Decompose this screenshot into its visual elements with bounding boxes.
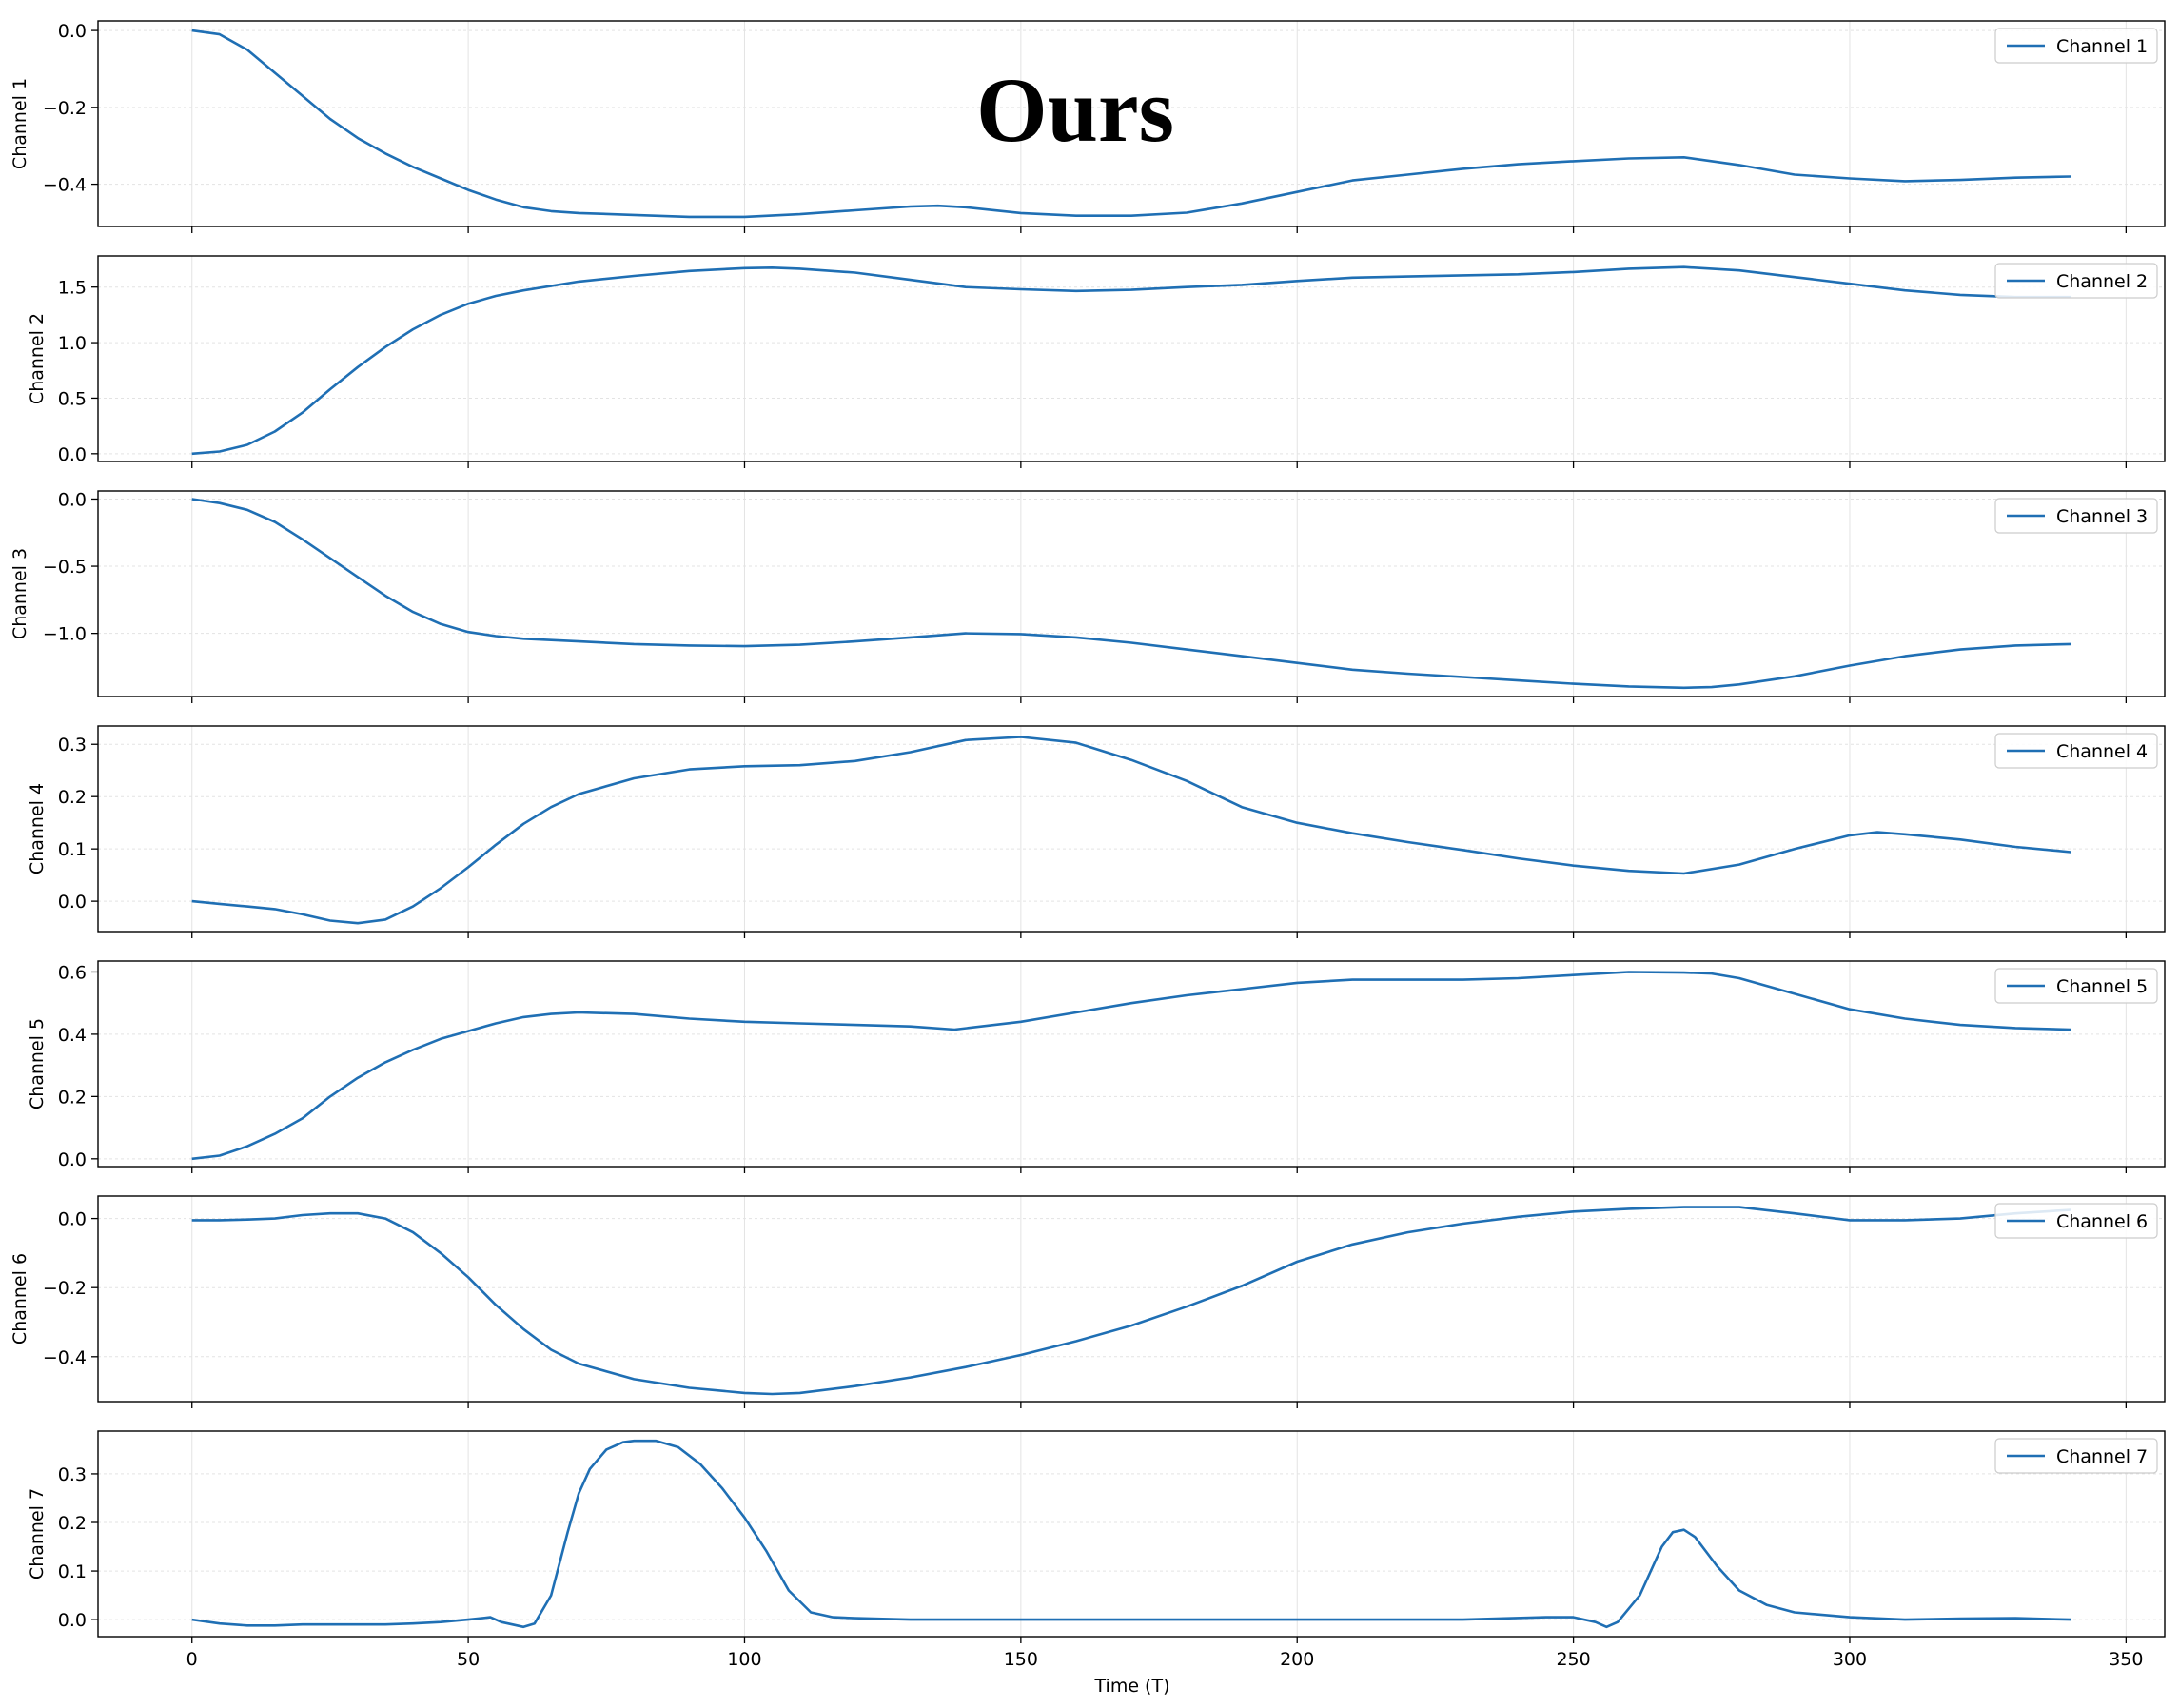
series-line-channel-2 bbox=[191, 265, 2071, 456]
axes-frame bbox=[97, 960, 2166, 1168]
y-tick-label: 0.0 bbox=[58, 1149, 87, 1170]
legend: Channel 4 bbox=[1994, 733, 2158, 769]
y-axis-label: Channel 2 bbox=[27, 313, 48, 404]
y-tick-label: 0.0 bbox=[58, 1610, 87, 1631]
legend-box bbox=[1994, 498, 2158, 534]
axes-frame bbox=[97, 725, 2166, 933]
y-tick-label: 0.1 bbox=[58, 839, 87, 860]
y-tick-label: 0.6 bbox=[58, 962, 87, 983]
legend-entry: Channel 4 bbox=[2056, 741, 2148, 762]
axes-frame bbox=[97, 1430, 2166, 1638]
legend: Channel 5 bbox=[1994, 968, 2158, 1004]
y-tick-label: 0.1 bbox=[58, 1561, 87, 1582]
x-tick-label: 300 bbox=[1833, 1649, 1867, 1670]
panel-channel-1: 0.0 −0.2 −0.4 Channel 1 Channel 1 bbox=[10, 20, 2166, 233]
series-line-channel-6 bbox=[191, 1206, 2071, 1396]
axes-frame bbox=[97, 20, 2166, 227]
y-tick-label: 0.3 bbox=[58, 735, 87, 756]
legend: Channel 2 bbox=[1994, 263, 2158, 299]
legend: Channel 7 bbox=[1994, 1438, 2158, 1474]
x-tick-label: 0 bbox=[186, 1649, 198, 1670]
y-axis-label: Channel 3 bbox=[10, 548, 30, 639]
y-tick-label: 0.0 bbox=[58, 489, 87, 510]
y-tick-label: 1.5 bbox=[58, 278, 87, 299]
x-tick-label: 100 bbox=[727, 1649, 761, 1670]
series-line-channel-3 bbox=[191, 498, 2071, 690]
series-line-channel-7 bbox=[191, 1439, 2071, 1629]
legend-box bbox=[1994, 263, 2158, 299]
legend-entry: Channel 2 bbox=[2056, 271, 2148, 292]
y-axis-label: Channel 6 bbox=[10, 1253, 30, 1345]
series-line-channel-1 bbox=[191, 29, 2071, 219]
series-line-channel-5 bbox=[191, 971, 2071, 1161]
y-axis-label: Channel 7 bbox=[27, 1488, 48, 1580]
series-line-channel-4 bbox=[191, 736, 2071, 925]
panel-channel-4: 0.0 0.1 0.2 0.3 Channel 4 Channel 4 bbox=[27, 725, 2166, 938]
legend-box bbox=[1994, 1203, 2158, 1239]
axes-frame bbox=[97, 1195, 2166, 1403]
y-tick-label: 0.0 bbox=[58, 444, 87, 465]
y-tick-label: −0.2 bbox=[43, 98, 87, 119]
legend-entry: Channel 5 bbox=[2056, 976, 2148, 997]
panel-channel-2: 0.0 0.5 1.0 1.5 Channel 2 Channel 2 bbox=[27, 255, 2166, 468]
y-axis-label: Channel 1 bbox=[10, 78, 30, 169]
panel-channel-6: 0.0 −0.2 −0.4 Channel 6 Channel 6 bbox=[10, 1195, 2166, 1408]
axes-frame bbox=[97, 490, 2166, 697]
legend-entry: Channel 1 bbox=[2056, 36, 2148, 57]
x-tick-label: 150 bbox=[1004, 1649, 1038, 1670]
legend-box bbox=[1994, 1438, 2158, 1474]
axes-frame bbox=[97, 255, 2166, 462]
legend: Channel 6 bbox=[1994, 1203, 2158, 1239]
x-tick-label: 200 bbox=[1280, 1649, 1314, 1670]
legend-entry: Channel 6 bbox=[2056, 1211, 2148, 1232]
y-tick-label: 0.0 bbox=[58, 892, 87, 913]
legend: Channel 1 bbox=[1994, 28, 2158, 64]
y-tick-label: 0.2 bbox=[58, 787, 87, 808]
x-tick-label: 350 bbox=[2109, 1649, 2143, 1670]
y-tick-label: 0.5 bbox=[58, 388, 87, 409]
legend-box bbox=[1994, 28, 2158, 64]
x-axis-label: Time (T) bbox=[1094, 1676, 1170, 1697]
y-tick-label: 0.2 bbox=[58, 1087, 87, 1108]
y-axis-label: Channel 5 bbox=[27, 1018, 48, 1109]
legend-entry: Channel 7 bbox=[2056, 1446, 2148, 1467]
panels: 0.0 −0.2 −0.4 Channel 1 Channel 1 0.0 0.5 1.0 1.… bbox=[10, 20, 2166, 1670]
y-tick-label: −0.4 bbox=[43, 1347, 87, 1368]
y-tick-label: −0.2 bbox=[43, 1278, 87, 1299]
x-tick-label: 250 bbox=[1556, 1649, 1590, 1670]
panel-channel-7: 0 50 100 150 200 250 300 350 0.0 0.1 0.2 0.3 Channel… bbox=[27, 1430, 2166, 1670]
y-tick-label: −1.0 bbox=[43, 624, 87, 645]
y-tick-label: −0.5 bbox=[43, 557, 87, 578]
y-tick-label: 0.3 bbox=[58, 1464, 87, 1485]
legend-entry: Channel 3 bbox=[2056, 506, 2148, 527]
panel-channel-5: 0.0 0.2 0.4 0.6 Channel 5 Channel 5 bbox=[27, 960, 2166, 1173]
y-axis-label: Channel 4 bbox=[27, 783, 48, 874]
y-tick-label: 0.2 bbox=[58, 1513, 87, 1534]
legend-box bbox=[1994, 968, 2158, 1004]
legend-box bbox=[1994, 733, 2158, 769]
y-tick-label: 1.0 bbox=[58, 333, 87, 354]
y-tick-label: −0.4 bbox=[43, 175, 87, 196]
overlay-title: Ours bbox=[976, 59, 1174, 161]
legend: Channel 3 bbox=[1994, 498, 2158, 534]
y-tick-label: 0.4 bbox=[58, 1025, 87, 1046]
y-tick-label: 0.0 bbox=[58, 21, 87, 42]
x-tick-label: 50 bbox=[457, 1649, 480, 1670]
panel-channel-3: 0.0 −0.5 −1.0 Channel 3 Channel 3 bbox=[10, 489, 2166, 703]
y-tick-label: 0.0 bbox=[58, 1209, 87, 1230]
